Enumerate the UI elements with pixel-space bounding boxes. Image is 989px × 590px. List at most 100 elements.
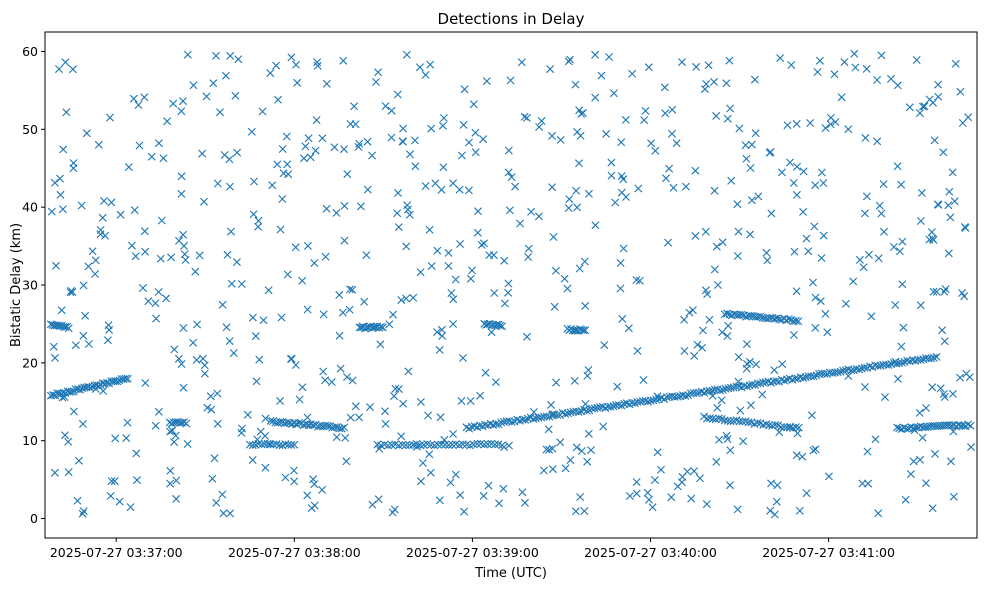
data-point bbox=[967, 443, 975, 452]
data-point bbox=[248, 313, 257, 322]
data-point bbox=[216, 108, 224, 117]
data-point bbox=[591, 50, 600, 59]
x-tick-label: 2025-07-27 03:41:00 bbox=[762, 545, 895, 560]
data-point bbox=[898, 237, 907, 246]
data-point bbox=[199, 354, 207, 363]
data-point bbox=[212, 498, 221, 507]
data-point bbox=[303, 413, 312, 422]
x-axis-label: Time (UTC) bbox=[474, 566, 547, 581]
data-point bbox=[712, 242, 721, 251]
data-point bbox=[464, 186, 473, 195]
data-point bbox=[770, 366, 779, 375]
data-point bbox=[411, 162, 420, 171]
data-point bbox=[402, 242, 411, 251]
data-point bbox=[489, 251, 498, 260]
data-point bbox=[200, 361, 209, 370]
data-point bbox=[481, 368, 490, 377]
data-point bbox=[566, 55, 574, 64]
data-point bbox=[303, 491, 312, 500]
data-point bbox=[59, 322, 68, 331]
data-point bbox=[500, 299, 509, 308]
data-point bbox=[167, 419, 176, 428]
data-point bbox=[940, 393, 949, 401]
data-point bbox=[680, 347, 689, 355]
data-point bbox=[725, 56, 734, 65]
data-point bbox=[584, 429, 593, 438]
data-point bbox=[226, 51, 235, 60]
data-point bbox=[681, 391, 690, 400]
data-point bbox=[405, 210, 414, 219]
data-point bbox=[362, 251, 371, 260]
data-point bbox=[688, 306, 697, 315]
data-point bbox=[930, 353, 938, 362]
data-point bbox=[812, 371, 821, 380]
data-point bbox=[107, 477, 116, 486]
data-point bbox=[64, 437, 73, 446]
data-point bbox=[915, 109, 924, 118]
data-point bbox=[174, 354, 183, 363]
data-point bbox=[810, 222, 819, 231]
data-point bbox=[290, 440, 299, 449]
data-point bbox=[576, 493, 585, 501]
data-point bbox=[884, 361, 893, 369]
data-point bbox=[811, 445, 820, 454]
data-point bbox=[712, 457, 721, 466]
data-point bbox=[332, 433, 341, 442]
data-point bbox=[767, 209, 776, 218]
data-point bbox=[910, 426, 919, 435]
data-point bbox=[394, 385, 403, 394]
data-point bbox=[354, 142, 363, 151]
data-point bbox=[451, 470, 460, 479]
data-point bbox=[847, 366, 856, 375]
data-point bbox=[81, 311, 90, 320]
data-point bbox=[928, 383, 937, 392]
data-point bbox=[726, 104, 735, 113]
data-point bbox=[632, 478, 641, 487]
data-point bbox=[830, 70, 839, 79]
data-point bbox=[388, 508, 397, 517]
data-point bbox=[691, 166, 700, 175]
data-point bbox=[66, 288, 75, 297]
data-point bbox=[233, 148, 242, 157]
data-point bbox=[517, 58, 526, 67]
data-point bbox=[348, 285, 357, 294]
data-point bbox=[891, 357, 900, 366]
data-point bbox=[84, 262, 93, 271]
x-tick-label: 2025-07-27 03:37:00 bbox=[50, 545, 183, 560]
data-point bbox=[402, 294, 411, 303]
data-point bbox=[495, 499, 503, 508]
data-point bbox=[792, 287, 801, 296]
data-point bbox=[898, 280, 907, 289]
data-point bbox=[752, 360, 761, 369]
data-point bbox=[491, 420, 500, 429]
data-point bbox=[289, 466, 298, 475]
data-point bbox=[335, 290, 344, 299]
data-point bbox=[154, 288, 163, 296]
data-point bbox=[702, 414, 711, 423]
data-point bbox=[640, 116, 649, 125]
data-point bbox=[276, 396, 285, 405]
data-point bbox=[862, 192, 871, 201]
data-point bbox=[404, 367, 413, 376]
data-point bbox=[685, 308, 694, 317]
data-point bbox=[601, 404, 610, 413]
data-point bbox=[809, 446, 818, 455]
data-point bbox=[550, 302, 559, 311]
data-point bbox=[678, 58, 686, 67]
data-point bbox=[897, 180, 906, 189]
data-point bbox=[473, 228, 482, 237]
data-point bbox=[135, 141, 144, 150]
data-point bbox=[790, 247, 799, 256]
data-point bbox=[765, 314, 774, 322]
data-point bbox=[312, 116, 321, 125]
data-point bbox=[51, 353, 59, 362]
data-point bbox=[323, 421, 332, 430]
data-point bbox=[939, 390, 948, 398]
data-point bbox=[399, 399, 408, 408]
data-point bbox=[861, 383, 869, 391]
data-point bbox=[321, 376, 330, 385]
data-point bbox=[920, 102, 929, 111]
data-point bbox=[64, 468, 73, 477]
data-point bbox=[116, 210, 125, 219]
